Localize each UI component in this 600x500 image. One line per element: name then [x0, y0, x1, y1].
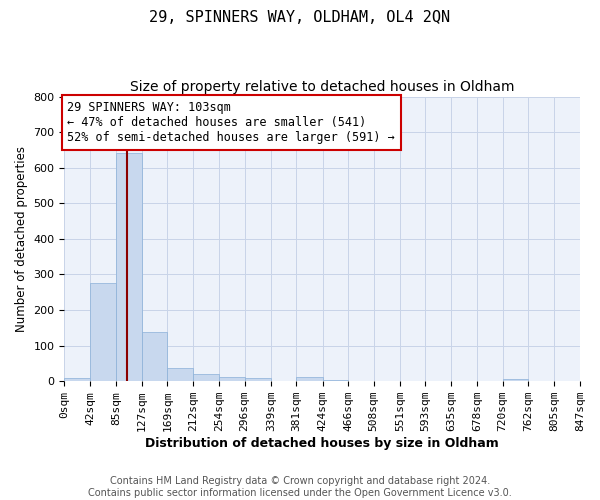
Title: Size of property relative to detached houses in Oldham: Size of property relative to detached ho…	[130, 80, 514, 94]
Text: Contains HM Land Registry data © Crown copyright and database right 2024.
Contai: Contains HM Land Registry data © Crown c…	[88, 476, 512, 498]
Bar	[193, 374, 219, 381]
Bar	[503, 379, 528, 381]
Bar	[90, 284, 116, 381]
Y-axis label: Number of detached properties: Number of detached properties	[15, 146, 28, 332]
X-axis label: Distribution of detached houses by size in Oldham: Distribution of detached houses by size …	[145, 437, 499, 450]
Bar	[296, 377, 323, 381]
Bar	[116, 154, 142, 381]
Bar	[142, 332, 167, 381]
Bar	[245, 378, 271, 381]
Bar	[323, 380, 348, 381]
Text: 29 SPINNERS WAY: 103sqm
← 47% of detached houses are smaller (541)
52% of semi-d: 29 SPINNERS WAY: 103sqm ← 47% of detache…	[67, 101, 395, 144]
Bar	[64, 378, 90, 381]
Text: 29, SPINNERS WAY, OLDHAM, OL4 2QN: 29, SPINNERS WAY, OLDHAM, OL4 2QN	[149, 10, 451, 25]
Bar	[219, 376, 245, 381]
Bar	[167, 368, 193, 381]
